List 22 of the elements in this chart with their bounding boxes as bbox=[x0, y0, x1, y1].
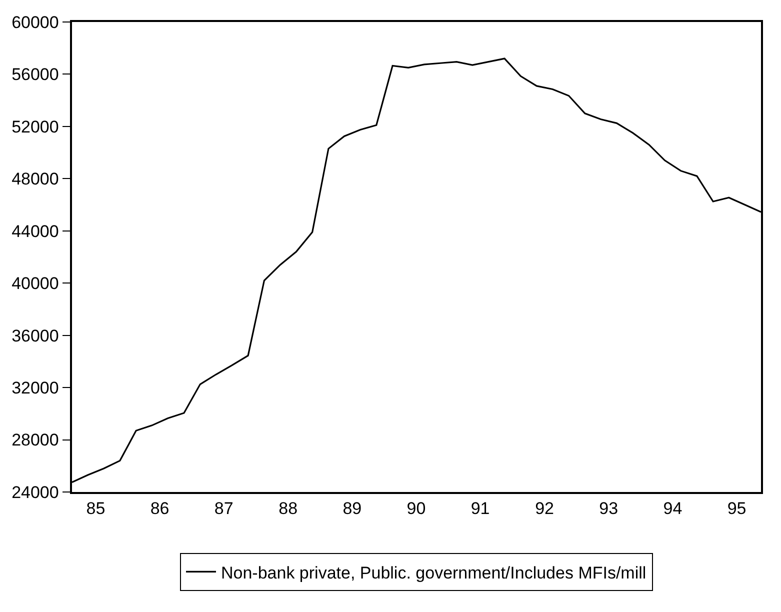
x-tick-label: 89 bbox=[342, 499, 362, 518]
x-tick-label: 88 bbox=[278, 499, 298, 518]
y-tick-label: 56000 bbox=[12, 65, 59, 84]
y-tick-label: 48000 bbox=[12, 170, 59, 189]
x-tick-label: 91 bbox=[470, 499, 490, 518]
y-tick-label: 28000 bbox=[12, 430, 59, 450]
x-tick-label: 92 bbox=[535, 499, 554, 518]
x-tick-label: 87 bbox=[214, 499, 234, 518]
y-tick-label: 52000 bbox=[12, 117, 59, 136]
x-tick-label: 90 bbox=[406, 499, 426, 518]
y-tick-label: 36000 bbox=[12, 326, 59, 346]
x-tick-label: 95 bbox=[727, 499, 746, 518]
legend-label: Non-bank private, Public. government/Includes MFIs/mill bbox=[221, 563, 646, 582]
y-tick-label: 44000 bbox=[12, 222, 59, 241]
x-tick-label: 85 bbox=[86, 499, 106, 518]
x-tick-label: 86 bbox=[150, 499, 170, 518]
y-tick-label: 40000 bbox=[12, 274, 59, 294]
x-tick-label: 94 bbox=[663, 499, 682, 518]
y-tick-label: 60000 bbox=[12, 12, 59, 32]
y-tick-label: 32000 bbox=[12, 378, 59, 398]
x-tick-label: 93 bbox=[599, 499, 618, 518]
y-tick-label: 24000 bbox=[12, 482, 59, 502]
